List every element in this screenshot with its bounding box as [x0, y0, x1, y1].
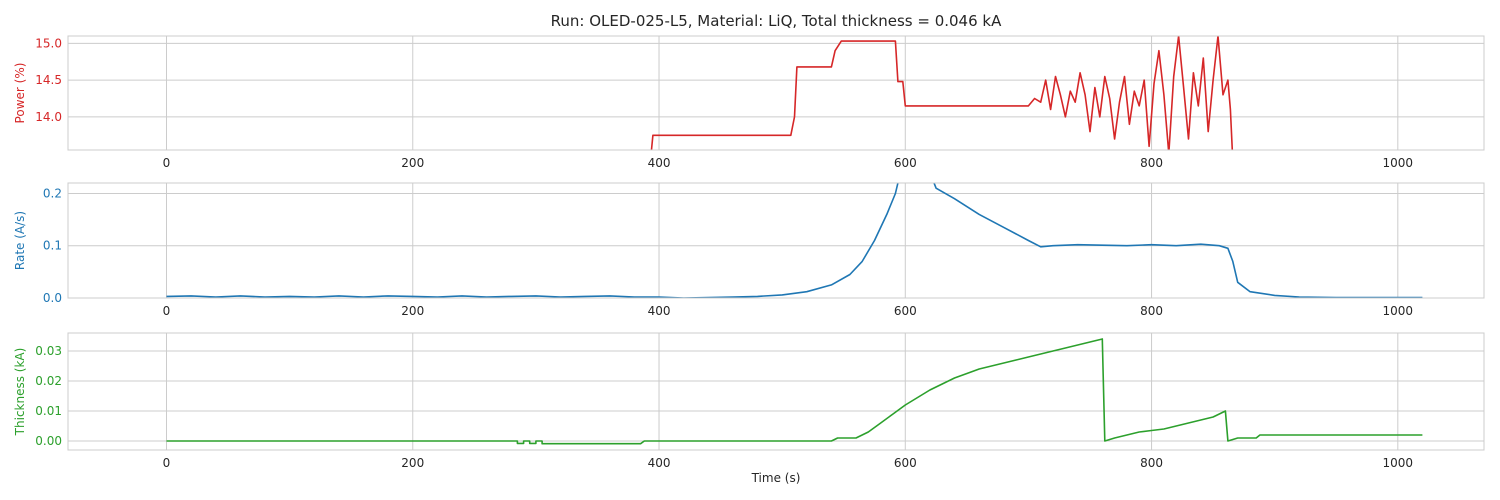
y-tick-label: 0.02: [35, 374, 62, 388]
y-tick-label: 15.0: [35, 36, 62, 50]
y-tick-label: 0.2: [43, 186, 62, 200]
y-tick-label: 0.00: [35, 434, 62, 448]
x-tick-label: 200: [401, 456, 424, 470]
x-tick-label: 400: [648, 156, 671, 170]
x-tick-label: 600: [894, 304, 917, 318]
panel-2: 0 200 400 600 800 1000 0.0 0.1 0.2 Rate (A/s): [13, 182, 1485, 318]
series-line: [166, 338, 1423, 445]
x-tick-label: 800: [1140, 156, 1163, 170]
series-line: [166, 183, 1423, 298]
x-tick-label: 800: [1140, 304, 1163, 318]
panels: 0 200 400 600 800 1000 14.0 14.5 15.0 Power (%) 0 2…: [13, 35, 1485, 470]
panel-1: 0 200 400 600 800 1000 14.0 14.5 15.0 Power (%): [13, 35, 1485, 170]
y-tick-label: 0.03: [35, 344, 62, 358]
chart-title: Run: OLED-025-L5, Material: LiQ, Total t…: [551, 12, 1002, 30]
x-tick-label: 400: [648, 456, 671, 470]
x-tick-label: 0: [163, 456, 171, 470]
y-tick-label: 14.5: [35, 73, 62, 87]
x-axis-label: Time (s): [751, 471, 801, 485]
x-tick-label: 800: [1140, 456, 1163, 470]
x-tick-label: 0: [163, 156, 171, 170]
x-tick-label: 600: [894, 156, 917, 170]
series-line: [650, 36, 1234, 150]
x-tick-label: 200: [401, 156, 424, 170]
y-tick-label: 0.1: [43, 239, 62, 253]
y-tick-label: 14.0: [35, 110, 62, 124]
axes-frame: [67, 332, 1485, 451]
panel-3: 0 200 400 600 800 1000 0.00 0.01 0.02 0.03 Thickne…: [13, 332, 1485, 470]
x-tick-label: 1000: [1383, 304, 1414, 318]
x-tick-label: 600: [894, 456, 917, 470]
y-tick-label: 0.0: [43, 291, 62, 305]
y-axis-label: Power (%): [13, 63, 27, 124]
x-tick-label: 1000: [1383, 156, 1414, 170]
x-tick-label: 400: [648, 304, 671, 318]
x-tick-label: 200: [401, 304, 424, 318]
axes-frame: [67, 182, 1485, 299]
y-axis-label: Thickness (kA): [13, 348, 27, 437]
axes-frame: [67, 35, 1485, 151]
y-tick-label: 0.01: [35, 404, 62, 418]
y-axis-label: Rate (A/s): [13, 211, 27, 270]
x-tick-label: 1000: [1383, 456, 1414, 470]
x-tick-label: 0: [163, 304, 171, 318]
